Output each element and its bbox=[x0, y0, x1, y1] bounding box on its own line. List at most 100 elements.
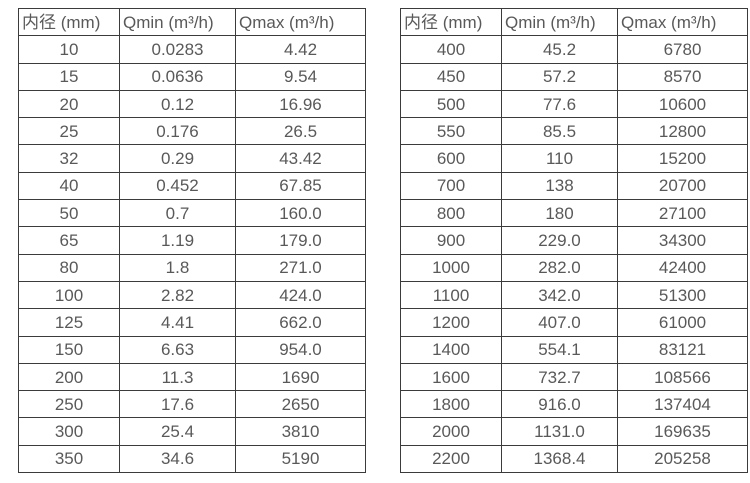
table-row: 800 180 27100 bbox=[400, 199, 748, 228]
table-cell: 2650 bbox=[235, 390, 366, 419]
table-cell: 1000 bbox=[400, 253, 502, 282]
table-row: 350 34.6 5190 bbox=[18, 444, 366, 474]
table-cell: 0.29 bbox=[119, 144, 236, 173]
header-row: 内径 (mm) Qmin (m³/h) Qmax (m³/h) bbox=[400, 7, 748, 37]
table-row: 1600 732.7 108566 bbox=[400, 362, 748, 392]
table-cell: 6.63 bbox=[119, 335, 236, 364]
table-cell: 1690 bbox=[235, 362, 366, 392]
table-row: 2200 1368.4 205258 bbox=[400, 444, 748, 474]
table-cell: 25.4 bbox=[119, 417, 236, 446]
table-cell: 8570 bbox=[617, 62, 748, 91]
table-cell: 205258 bbox=[617, 444, 748, 474]
table-cell: 80 bbox=[18, 253, 120, 282]
table-row: 600 110 15200 bbox=[400, 144, 748, 173]
table-cell: 12800 bbox=[617, 117, 748, 146]
table-cell: 34.6 bbox=[119, 444, 236, 474]
table-cell: 42400 bbox=[617, 253, 748, 282]
table-row: 40 0.452 67.85 bbox=[18, 171, 366, 201]
table-cell: 83121 bbox=[617, 335, 748, 364]
table-cell: 1400 bbox=[400, 335, 502, 364]
table-cell: 180 bbox=[501, 199, 618, 228]
table-cell: 300 bbox=[18, 417, 120, 446]
table-cell: 125 bbox=[18, 308, 120, 337]
table-cell: 160.0 bbox=[235, 199, 366, 228]
table-cell: 10 bbox=[18, 35, 120, 64]
table-cell: 0.0283 bbox=[119, 35, 236, 64]
table-cell: 25 bbox=[18, 117, 120, 146]
table-cell: 554.1 bbox=[501, 335, 618, 364]
table-row: 125 4.41 662.0 bbox=[18, 308, 366, 337]
table-row: 2000 1131.0 169635 bbox=[400, 417, 748, 446]
table-cell: 2000 bbox=[400, 417, 502, 446]
table-cell: 138 bbox=[501, 171, 618, 201]
table-cell: 32 bbox=[18, 144, 120, 173]
table-cell: 11.3 bbox=[119, 362, 236, 392]
table-cell: 17.6 bbox=[119, 390, 236, 419]
table-row: 1000 282.0 42400 bbox=[400, 253, 748, 282]
table-cell: 1600 bbox=[400, 362, 502, 392]
table-cell: 450 bbox=[400, 62, 502, 91]
table-cell: 43.42 bbox=[235, 144, 366, 173]
table-cell: 100 bbox=[18, 280, 120, 310]
table-cell: 10600 bbox=[617, 89, 748, 119]
table-row: 1100 342.0 51300 bbox=[400, 280, 748, 310]
table-cell: 900 bbox=[400, 226, 502, 255]
table-cell: 954.0 bbox=[235, 335, 366, 364]
table-cell: 600 bbox=[400, 144, 502, 173]
table-cell: 2.82 bbox=[119, 280, 236, 310]
table-cell: 137404 bbox=[617, 390, 748, 419]
table-cell: 85.5 bbox=[501, 117, 618, 146]
table-cell: 1368.4 bbox=[501, 444, 618, 474]
table-cell: 16.96 bbox=[235, 89, 366, 119]
table-row: 25 0.176 26.5 bbox=[18, 117, 366, 146]
table-cell: 0.12 bbox=[119, 89, 236, 119]
table-cell: 424.0 bbox=[235, 280, 366, 310]
table-cell: 4.42 bbox=[235, 35, 366, 64]
table-cell: 110 bbox=[501, 144, 618, 173]
table-cell: 342.0 bbox=[501, 280, 618, 310]
table-row: 100 2.82 424.0 bbox=[18, 280, 366, 310]
table-cell: 916.0 bbox=[501, 390, 618, 419]
table-cell: 1800 bbox=[400, 390, 502, 419]
table-cell: 200 bbox=[18, 362, 120, 392]
table-cell: 1100 bbox=[400, 280, 502, 310]
table-cell: 45.2 bbox=[501, 35, 618, 64]
table-row: 10 0.0283 4.42 bbox=[18, 35, 366, 64]
table-row: 15 0.0636 9.54 bbox=[18, 62, 366, 91]
table-row: 900 229.0 34300 bbox=[400, 226, 748, 255]
column-header: 内径 (mm) bbox=[400, 7, 502, 37]
table-row: 80 1.8 271.0 bbox=[18, 253, 366, 282]
table-cell: 108566 bbox=[617, 362, 748, 392]
table-row: 32 0.29 43.42 bbox=[18, 144, 366, 173]
table-cell: 400 bbox=[400, 35, 502, 64]
table-cell: 0.0636 bbox=[119, 62, 236, 91]
header-row: 内径 (mm) Qmin (m³/h) Qmax (m³/h) bbox=[18, 7, 366, 37]
table-row: 450 57.2 8570 bbox=[400, 62, 748, 91]
table-cell: 3810 bbox=[235, 417, 366, 446]
table-cell: 800 bbox=[400, 199, 502, 228]
column-header: Qmax (m³/h) bbox=[235, 7, 366, 37]
table-cell: 1.19 bbox=[119, 226, 236, 255]
table-cell: 1.8 bbox=[119, 253, 236, 282]
table-cell: 229.0 bbox=[501, 226, 618, 255]
table-cell: 15 bbox=[18, 62, 120, 91]
flow-table-large-diameters: 内径 (mm) Qmin (m³/h) Qmax (m³/h) 400 45.2 6780… bbox=[400, 7, 748, 474]
flow-table-small-diameters: 内径 (mm) Qmin (m³/h) Qmax (m³/h) 10 0.0283 4.4… bbox=[18, 7, 366, 474]
flow-tables-container: 内径 (mm) Qmin (m³/h) Qmax (m³/h) 10 0.0283 4.4… bbox=[18, 7, 748, 474]
table-cell: 150 bbox=[18, 335, 120, 364]
table-cell: 5190 bbox=[235, 444, 366, 474]
table-cell: 662.0 bbox=[235, 308, 366, 337]
table-cell: 169635 bbox=[617, 417, 748, 446]
table-row: 65 1.19 179.0 bbox=[18, 226, 366, 255]
table-row: 500 77.6 10600 bbox=[400, 89, 748, 119]
table-cell: 50 bbox=[18, 199, 120, 228]
table-cell: 65 bbox=[18, 226, 120, 255]
table-cell: 700 bbox=[400, 171, 502, 201]
table-row: 20 0.12 16.96 bbox=[18, 89, 366, 119]
table-row: 250 17.6 2650 bbox=[18, 390, 366, 419]
table-row: 1400 554.1 83121 bbox=[400, 335, 748, 364]
table-cell: 0.176 bbox=[119, 117, 236, 146]
table-row: 400 45.2 6780 bbox=[400, 35, 748, 64]
column-header: Qmin (m³/h) bbox=[501, 7, 618, 37]
